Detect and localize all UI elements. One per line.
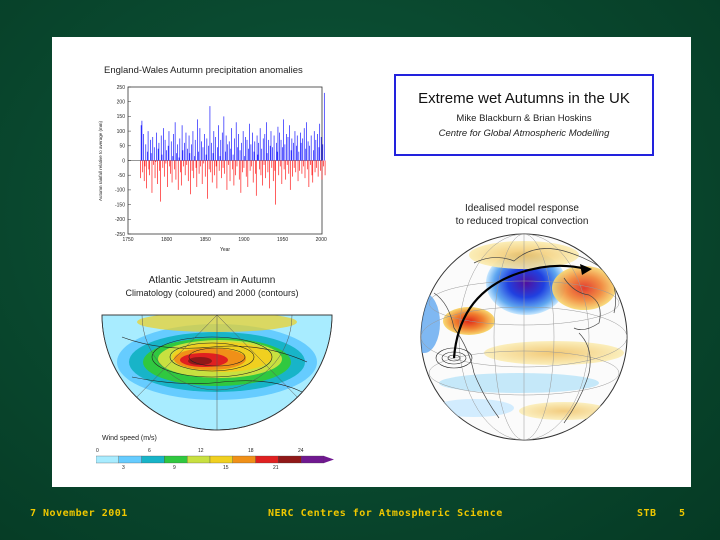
colorbar-segment bbox=[164, 455, 188, 464]
precip-x-tick-label: 2000 bbox=[316, 237, 327, 243]
legend-tick-top-3: 18 bbox=[248, 448, 254, 454]
wind-speed-colorbar bbox=[96, 455, 334, 464]
globe-title-line1: Idealised model response bbox=[465, 203, 579, 214]
teleconnection-arrow bbox=[452, 264, 587, 359]
legend-tick-bottom-0: 3 bbox=[122, 465, 125, 471]
title-box: Extreme wet Autumns in the UK Mike Black… bbox=[394, 74, 654, 156]
precip-chart: Autumn rainfall relative to average (mm)… bbox=[98, 85, 327, 253]
precip-x-tick-label: 1750 bbox=[122, 237, 133, 243]
footer-initials: STB bbox=[637, 508, 657, 519]
precip-y-tick-label: -250 bbox=[115, 232, 125, 238]
legend-title: Wind speed (m/s) bbox=[102, 435, 157, 442]
slide: England-Wales Autumn precipitation anoma… bbox=[52, 37, 691, 487]
precip-x-tick-label: 1850 bbox=[200, 237, 211, 243]
precip-y-tick-label: 100 bbox=[117, 129, 126, 135]
colorbar-segment bbox=[278, 455, 302, 464]
colorbar-overflow-arrow bbox=[324, 456, 334, 463]
colorbar-segment bbox=[187, 455, 211, 464]
colorbar-segment bbox=[232, 455, 256, 464]
legend-tick-bottom-1: 9 bbox=[173, 465, 176, 471]
precip-y-tick-label: 50 bbox=[119, 144, 125, 150]
precip-y-tick-label: -150 bbox=[115, 202, 125, 208]
legend-tick-top-1: 6 bbox=[148, 448, 151, 454]
legend-tick-bottom-2: 15 bbox=[223, 465, 229, 471]
jet-subtitle: Climatology (coloured) and 2000 (contour… bbox=[125, 288, 299, 298]
legend-tick-top-0: 0 bbox=[96, 448, 99, 454]
slide-number: 5 bbox=[679, 508, 686, 519]
precip-x-tick-label: 1900 bbox=[238, 237, 249, 243]
positive-anomaly-east bbox=[552, 266, 616, 310]
legend-tick-top-2: 12 bbox=[198, 448, 204, 454]
colorbar-segment bbox=[118, 455, 142, 464]
jet-title: Atlantic Jetstream in Autumn bbox=[148, 275, 276, 286]
precip-y-tick-label: 150 bbox=[117, 114, 126, 120]
precip-x-tick-label: 1950 bbox=[277, 237, 288, 243]
authors: Mike Blackburn & Brian Hoskins bbox=[456, 113, 592, 124]
colorbar-segment bbox=[209, 455, 233, 464]
colorbar-segment bbox=[96, 455, 119, 464]
precip-y-tick-label: 200 bbox=[117, 100, 126, 106]
model-response-globe bbox=[420, 233, 628, 441]
footer-centre: NERC Centres for Atmospheric Science bbox=[268, 508, 503, 519]
precip-y-tick-label: 0 bbox=[122, 158, 125, 164]
precip-x-tick-label: 1800 bbox=[161, 237, 172, 243]
footer-date: 7 November 2001 bbox=[30, 508, 128, 519]
precip-y-axis-label: Autumn rainfall relative to average (mm) bbox=[98, 120, 103, 201]
research-group: Centre for Global Atmospheric Modelling bbox=[438, 128, 610, 139]
colorbar-segment bbox=[301, 455, 325, 464]
jetstream-map bbox=[101, 314, 333, 431]
precip-y-tick-label: -200 bbox=[115, 217, 125, 223]
precip-x-axis-label: Year bbox=[220, 247, 230, 253]
globe-title-line2: to reduced tropical convection bbox=[455, 216, 589, 227]
precip-y-tick-label: -50 bbox=[118, 173, 125, 179]
legend-tick-top-4: 24 bbox=[298, 448, 304, 454]
precip-y-tick-label: 250 bbox=[117, 85, 126, 91]
globe-graticule bbox=[421, 234, 627, 440]
colorbar-segment bbox=[255, 455, 279, 464]
precip-y-tick-label: -100 bbox=[115, 188, 125, 194]
precip-chart-title: England-Wales Autumn precipitation anoma… bbox=[104, 65, 303, 76]
legend-tick-bottom-3: 21 bbox=[273, 465, 279, 471]
colorbar-segment bbox=[141, 455, 165, 464]
presentation-title: Extreme wet Autumns in the UK bbox=[418, 90, 630, 107]
arrow-head-icon bbox=[580, 264, 592, 275]
